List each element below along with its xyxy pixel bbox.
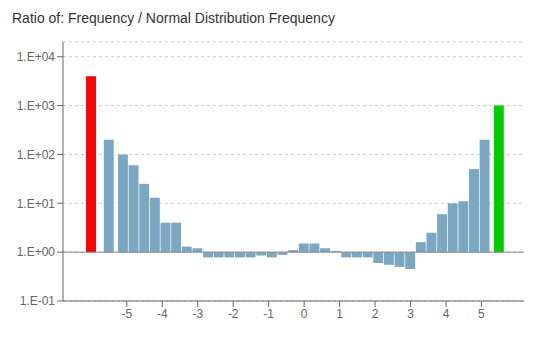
svg-text:3: 3	[407, 307, 414, 321]
svg-text:1.E+01: 1.E+01	[17, 197, 56, 211]
svg-text:-4: -4	[157, 307, 168, 321]
svg-text:1.E+04: 1.E+04	[17, 50, 56, 64]
svg-text:4: 4	[443, 307, 450, 321]
svg-text:5: 5	[478, 307, 485, 321]
svg-text:-3: -3	[192, 307, 203, 321]
svg-text:1: 1	[336, 307, 343, 321]
svg-text:-2: -2	[228, 307, 239, 321]
svg-text:1.E-01: 1.E-01	[20, 294, 56, 308]
svg-text:2: 2	[372, 307, 379, 321]
svg-text:-1: -1	[263, 307, 274, 321]
svg-text:1.E+02: 1.E+02	[17, 148, 56, 162]
svg-text:1.E+00: 1.E+00	[17, 245, 56, 259]
svg-text:-5: -5	[121, 307, 132, 321]
svg-text:0: 0	[301, 307, 308, 321]
svg-text:1.E+03: 1.E+03	[17, 99, 56, 113]
html-text:Ratio of: Frequency / Normal D: Ratio of: Frequency / Normal Distributio…	[12, 10, 335, 26]
